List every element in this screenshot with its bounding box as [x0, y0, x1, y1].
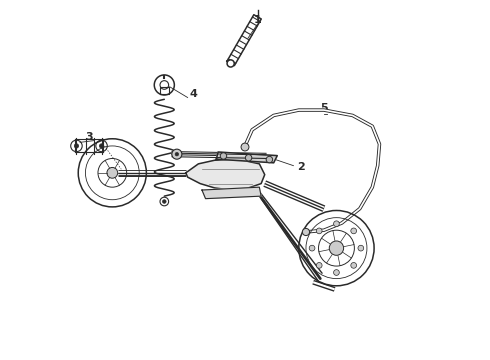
Circle shape — [74, 144, 78, 148]
Circle shape — [227, 60, 234, 67]
Circle shape — [245, 154, 252, 161]
Circle shape — [334, 270, 339, 275]
Polygon shape — [202, 187, 261, 199]
Circle shape — [172, 149, 182, 159]
Text: 3: 3 — [85, 132, 93, 142]
Circle shape — [309, 245, 315, 251]
Circle shape — [163, 200, 166, 203]
Circle shape — [358, 245, 364, 251]
Circle shape — [329, 241, 343, 255]
Circle shape — [351, 262, 357, 268]
Circle shape — [220, 153, 227, 159]
Circle shape — [241, 143, 249, 151]
Circle shape — [107, 167, 118, 178]
Circle shape — [334, 221, 339, 226]
Circle shape — [175, 152, 179, 156]
Circle shape — [317, 262, 322, 268]
Text: 1: 1 — [254, 15, 262, 26]
Circle shape — [302, 228, 310, 235]
Circle shape — [99, 144, 104, 148]
Text: 2: 2 — [297, 162, 304, 172]
Text: 5: 5 — [320, 103, 328, 113]
Polygon shape — [216, 152, 277, 163]
Circle shape — [266, 156, 272, 163]
Text: 4: 4 — [189, 89, 197, 99]
Circle shape — [317, 228, 322, 234]
Circle shape — [351, 228, 357, 234]
Polygon shape — [186, 159, 265, 190]
